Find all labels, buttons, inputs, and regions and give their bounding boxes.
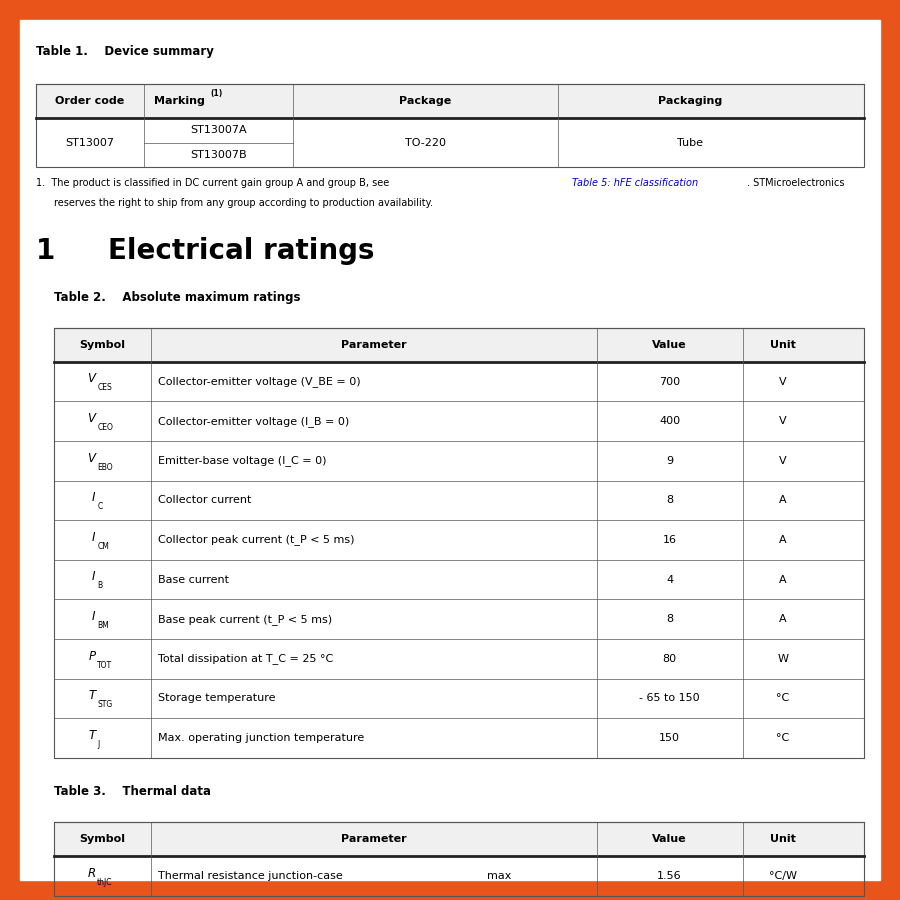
Text: 16: 16 xyxy=(662,535,677,545)
Text: W: W xyxy=(778,653,788,664)
Text: Collector peak current (t_P < 5 ms): Collector peak current (t_P < 5 ms) xyxy=(158,535,355,545)
Text: J: J xyxy=(97,740,99,749)
Text: 1.  The product is classified in DC current gain group A and group B, see: 1. The product is classified in DC curre… xyxy=(36,178,392,188)
Text: Value: Value xyxy=(652,339,687,350)
Text: Symbol: Symbol xyxy=(79,339,126,350)
Text: A: A xyxy=(779,614,787,625)
Text: P: P xyxy=(88,650,95,662)
Text: Table 1.    Device summary: Table 1. Device summary xyxy=(36,46,214,58)
Text: V: V xyxy=(779,376,787,387)
Text: max: max xyxy=(487,870,511,881)
Text: I: I xyxy=(92,531,95,544)
Text: Marking: Marking xyxy=(155,95,209,106)
Text: Parameter: Parameter xyxy=(341,833,407,844)
Text: STG: STG xyxy=(97,700,112,709)
Text: 150: 150 xyxy=(659,733,680,743)
Bar xyxy=(54,822,864,896)
Text: V: V xyxy=(87,452,95,464)
Text: Electrical ratings: Electrical ratings xyxy=(108,237,374,265)
Text: - 65 to 150: - 65 to 150 xyxy=(639,693,700,704)
Text: 400: 400 xyxy=(659,416,680,427)
Text: Unit: Unit xyxy=(770,833,796,844)
Text: Value: Value xyxy=(652,833,687,844)
Text: V: V xyxy=(87,412,95,425)
Text: 4: 4 xyxy=(666,574,673,585)
Text: Package: Package xyxy=(399,95,451,106)
Text: reserves the right to ship from any group according to production availability.: reserves the right to ship from any grou… xyxy=(54,198,433,208)
Text: TOT: TOT xyxy=(97,661,112,670)
Text: 1.56: 1.56 xyxy=(657,870,682,881)
Text: V: V xyxy=(87,373,95,385)
Text: 1: 1 xyxy=(36,237,55,265)
Bar xyxy=(54,328,864,758)
Text: Total dissipation at T_C = 25 °C: Total dissipation at T_C = 25 °C xyxy=(158,653,334,664)
Text: Parameter: Parameter xyxy=(341,339,407,350)
Text: V: V xyxy=(779,455,787,466)
Text: T: T xyxy=(88,729,95,742)
Text: Collector-emitter voltage (I_B = 0): Collector-emitter voltage (I_B = 0) xyxy=(158,416,349,427)
Text: Thermal resistance junction-case: Thermal resistance junction-case xyxy=(158,870,343,881)
Text: R: R xyxy=(87,867,95,879)
Text: T: T xyxy=(88,689,95,702)
Text: CEO: CEO xyxy=(97,423,113,432)
Text: I: I xyxy=(92,491,95,504)
Text: I: I xyxy=(92,610,95,623)
Text: A: A xyxy=(779,574,787,585)
Text: 9: 9 xyxy=(666,455,673,466)
FancyBboxPatch shape xyxy=(20,20,880,880)
Bar xyxy=(36,84,864,167)
Text: Order code: Order code xyxy=(55,95,124,106)
Text: V: V xyxy=(779,416,787,427)
Text: Symbol: Symbol xyxy=(79,833,126,844)
Text: A: A xyxy=(779,535,787,545)
Text: Table 2.    Absolute maximum ratings: Table 2. Absolute maximum ratings xyxy=(54,292,301,304)
Text: . STMicroelectronics: . STMicroelectronics xyxy=(747,178,844,188)
Bar xyxy=(36,84,864,118)
Text: Collector current: Collector current xyxy=(158,495,252,506)
Text: Storage temperature: Storage temperature xyxy=(158,693,276,704)
Text: °C/W: °C/W xyxy=(769,870,797,881)
Text: CM: CM xyxy=(97,542,109,551)
Text: Base peak current (t_P < 5 ms): Base peak current (t_P < 5 ms) xyxy=(158,614,332,625)
Text: I: I xyxy=(92,571,95,583)
Text: Emitter-base voltage (I_C = 0): Emitter-base voltage (I_C = 0) xyxy=(158,455,327,466)
Text: Table 3.    Thermal data: Table 3. Thermal data xyxy=(54,786,211,798)
Text: B: B xyxy=(97,581,103,590)
Text: Packaging: Packaging xyxy=(658,95,722,106)
Text: C: C xyxy=(97,502,103,511)
Text: 8: 8 xyxy=(666,495,673,506)
Text: Collector-emitter voltage (V_BE = 0): Collector-emitter voltage (V_BE = 0) xyxy=(158,376,361,387)
Text: Max. operating junction temperature: Max. operating junction temperature xyxy=(158,733,364,743)
Text: ST13007B: ST13007B xyxy=(190,150,247,160)
Text: CES: CES xyxy=(97,383,112,392)
Text: 700: 700 xyxy=(659,376,680,387)
Text: thJC: thJC xyxy=(97,878,112,886)
Text: A: A xyxy=(779,495,787,506)
Text: Unit: Unit xyxy=(770,339,796,350)
Text: Base current: Base current xyxy=(158,574,230,585)
Bar xyxy=(54,822,864,856)
Text: 80: 80 xyxy=(662,653,677,664)
Text: (1): (1) xyxy=(210,89,222,98)
Text: °C: °C xyxy=(777,693,789,704)
Text: ST13007A: ST13007A xyxy=(190,125,247,135)
Text: ST13007: ST13007 xyxy=(66,138,114,148)
Text: TO-220: TO-220 xyxy=(405,138,446,148)
Bar xyxy=(54,328,864,362)
Text: 8: 8 xyxy=(666,614,673,625)
Text: Table 5: hFE classification: Table 5: hFE classification xyxy=(572,178,698,188)
Text: Tube: Tube xyxy=(677,138,703,148)
Text: EBO: EBO xyxy=(97,463,112,472)
Text: °C: °C xyxy=(777,733,789,743)
Text: BM: BM xyxy=(97,621,109,630)
